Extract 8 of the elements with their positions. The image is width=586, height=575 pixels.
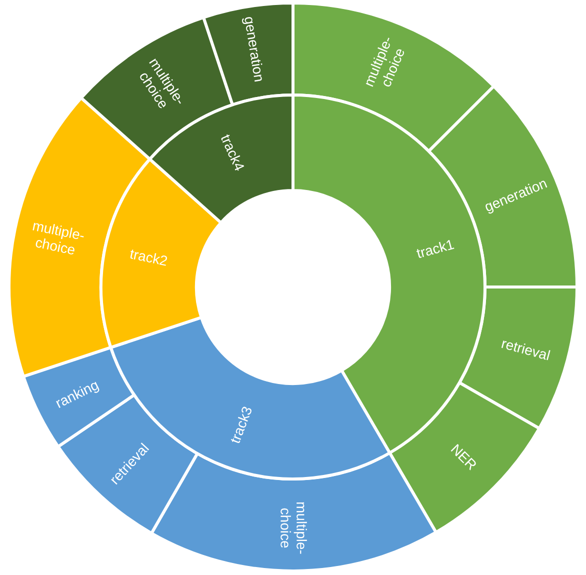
slice-label: multiple-choice bbox=[278, 501, 310, 555]
slice-label: generation bbox=[241, 15, 268, 83]
slice-label: multiple-choice bbox=[31, 217, 86, 258]
slice-label: track3 bbox=[226, 404, 256, 446]
slice-label: track4 bbox=[218, 132, 248, 174]
slice-label: track1 bbox=[414, 236, 456, 262]
slice-label: retrieval bbox=[500, 334, 552, 364]
slice-label: track2 bbox=[128, 245, 170, 269]
